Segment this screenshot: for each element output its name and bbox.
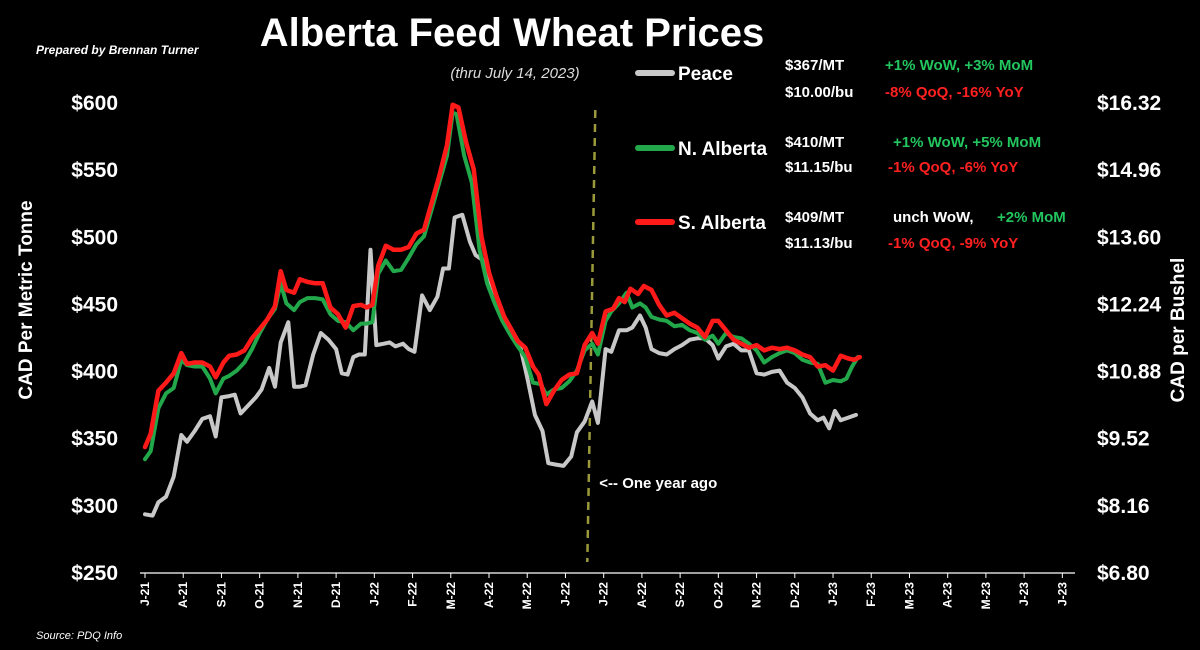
x-tick-label: M-22 [444, 582, 458, 610]
y-axis-label-right: CAD per Bushel [1168, 258, 1189, 403]
peace-bu-price: $10.00/bu [785, 84, 853, 101]
chart-subtitle: (thru July 14, 2023) [450, 65, 579, 82]
y-axis-label-left: CAD Per Metric Tonne [16, 200, 37, 399]
y-ticks-right: $16.32 $14.96 $13.60 $12.24 $10.88 $9.52 $8.16… [1097, 92, 1162, 585]
x-tick-label: J-23 [1017, 582, 1031, 606]
y-tick-left: $550 [71, 159, 118, 182]
y-tick-left: $350 [71, 428, 118, 451]
x-tick-label: S-22 [673, 582, 687, 608]
x-tick-label: A-23 [941, 582, 955, 608]
s-alberta-mt-change-unch: unch WoW, [893, 209, 974, 226]
x-tick-label: N-21 [291, 582, 305, 608]
peace-mt-change: +1% WoW, +3% MoM [885, 57, 1033, 74]
x-tick-label: M-23 [902, 582, 916, 610]
y-tick-left: $450 [71, 293, 118, 316]
series-line-s-alberta [142, 102, 863, 450]
x-tick-label: N-22 [750, 582, 764, 608]
n-alberta-mt-price: $410/MT [785, 134, 844, 151]
x-tick-label: J-22 [558, 582, 572, 606]
x-tick-label: A-22 [635, 582, 649, 608]
y-tick-left: $500 [71, 226, 118, 249]
y-tick-left: $600 [71, 92, 118, 115]
x-tick-label: S-21 [214, 582, 228, 608]
s-alberta-mt-price: $409/MT [785, 209, 844, 226]
x-ticks: J-21 A-21 S-21 O-21 N-21 D-21 J-22 F-22 M-22 A-22… [138, 573, 1069, 609]
n-alberta-bu-price: $11.15/bu [785, 159, 853, 176]
n-alberta-mt-change: +1% WoW, +5% MoM [893, 134, 1041, 151]
y-tick-right: $9.52 [1097, 428, 1150, 451]
x-tick-label: D-22 [788, 582, 802, 608]
prepared-by: Prepared by Brennan Turner [36, 43, 200, 57]
x-tick-label: O-21 [253, 582, 267, 609]
x-tick-label: A-21 [176, 582, 190, 608]
x-tick-label: F-23 [864, 582, 878, 607]
source-note: Source: PDQ Info [36, 630, 122, 642]
chart-title: Alberta Feed Wheat Prices [260, 11, 765, 55]
peace-mt-price: $367/MT [785, 57, 844, 74]
legend-label-peace: Peace [678, 64, 733, 85]
y-tick-right: $12.24 [1097, 293, 1162, 316]
x-tick-label: J-22 [597, 582, 611, 606]
y-tick-right: $16.32 [1097, 92, 1161, 115]
y-tick-left: $300 [71, 495, 118, 518]
x-tick-label: O-22 [711, 582, 725, 609]
series-lines [142, 102, 863, 518]
y-tick-right: $6.80 [1097, 562, 1150, 585]
y-tick-left: $250 [71, 562, 118, 585]
y-tick-right: $14.96 [1097, 159, 1161, 182]
y-tick-left: $400 [71, 361, 118, 384]
n-alberta-bu-change: -1% QoQ, -6% YoY [888, 159, 1018, 176]
x-tick-label: J-23 [826, 582, 840, 606]
legend-label-n-alberta: N. Alberta [678, 139, 767, 160]
x-tick-label: D-21 [329, 582, 343, 608]
price-stats: $367/MT +1% WoW, +3% MoM $10.00/bu -8% Q… [785, 57, 1066, 252]
s-alberta-mt-change: +2% MoM [997, 209, 1066, 226]
legend-label-s-alberta: S. Alberta [678, 213, 766, 234]
s-alberta-bu-change: -1% QoQ, -9% YoY [888, 235, 1018, 252]
x-tick-label: M-23 [979, 582, 993, 610]
x-tick-label: J-21 [138, 582, 152, 606]
peace-bu-change: -8% QoQ, -16% YoY [885, 84, 1024, 101]
legend: Peace N. Alberta S. Alberta [635, 64, 767, 234]
y-tick-right: $8.16 [1097, 495, 1150, 518]
x-tick-label: M-22 [520, 582, 534, 610]
x-tick-label: A-22 [482, 582, 496, 608]
x-tick-label: F-22 [406, 582, 420, 607]
x-tick-label: J-22 [367, 582, 381, 606]
y-tick-right: $13.60 [1097, 226, 1161, 249]
y-tick-right: $10.88 [1097, 361, 1162, 384]
s-alberta-bu-price: $11.13/bu [785, 235, 853, 252]
x-tick-label: J-23 [1055, 582, 1069, 606]
one-year-ago-label: <-- One year ago [599, 475, 717, 492]
y-ticks-left: $600 $550 $500 $450 $400 $350 $300 $250 [71, 92, 118, 585]
